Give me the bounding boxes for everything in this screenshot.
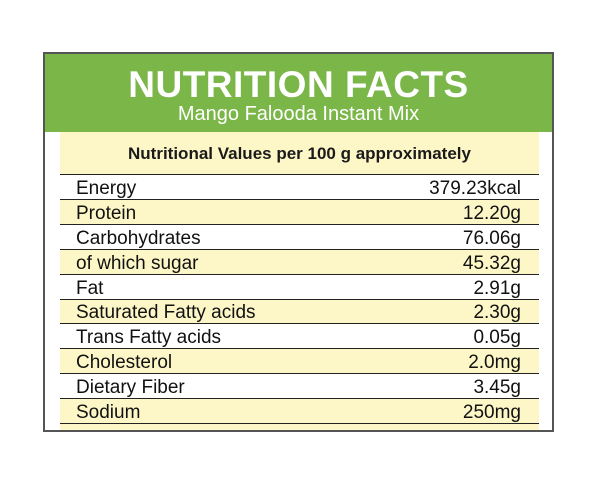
label-header: NUTRITION FACTS Mango Falooda Instant Mi… [45,54,552,132]
nutrient-name: of which sugar [76,252,199,274]
nutrient-value: 379.23kcal [429,177,521,199]
nutrient-name: Carbohydrates [76,227,201,249]
nutrient-row-fiber: Dietary Fiber 3.45g [60,373,539,399]
nutrient-name: Protein [76,202,137,224]
nutrient-row-carbohydrates: Carbohydrates 76.06g [60,223,539,249]
product-name: Mango Falooda Instant Mix [177,103,420,125]
nutrient-name: Saturated Fatty acids [76,302,256,324]
nutrient-row-fat: Fat 2.91g [60,273,539,299]
nutrient-value: 3.45g [473,377,521,399]
serving-caption: Nutritional Values per 100 g approximate… [128,144,471,163]
label-title: NUTRITION FACTS [128,64,469,105]
nutrient-value: 2.0mg [468,352,521,374]
nutrient-value: 2.91g [473,277,521,299]
nutrient-row-sugar: of which sugar 45.32g [60,248,539,274]
nutrient-name: Fat [76,277,104,299]
label-body: Nutritional Values per 100 g approximate… [60,132,539,430]
nutrient-row-sodium: Sodium 250mg [60,398,539,425]
nutrient-row-protein: Protein 12.20g [60,198,539,224]
nutrient-name: Cholesterol [76,352,173,374]
nutrient-value: 12.20g [462,202,521,224]
nutrient-value: 45.32g [462,252,521,274]
nutrient-row-saturated-fat: Saturated Fatty acids 2.30g [60,298,539,324]
nutrient-value: 0.05g [473,327,521,349]
nutrient-value: 2.30g [473,302,521,324]
nutrient-name: Trans Fatty acids [76,327,222,349]
nutrient-name: Energy [76,177,137,199]
nutrient-row-cholesterol: Cholesterol 2.0mg [60,348,539,374]
nutrient-row-trans-fat: Trans Fatty acids 0.05g [60,323,539,349]
nutrient-table: Energy 379.23kcal Protein 12.20g Carbohy… [60,174,539,425]
nutrient-value: 250mg [462,402,521,424]
nutrient-row-energy: Energy 379.23kcal [60,174,539,199]
nutrient-name: Dietary Fiber [76,377,185,399]
nutrient-name: Sodium [76,402,141,424]
nutrition-label: NUTRITION FACTS Mango Falooda Instant Mi… [43,52,554,432]
nutrient-value: 76.06g [462,227,521,249]
